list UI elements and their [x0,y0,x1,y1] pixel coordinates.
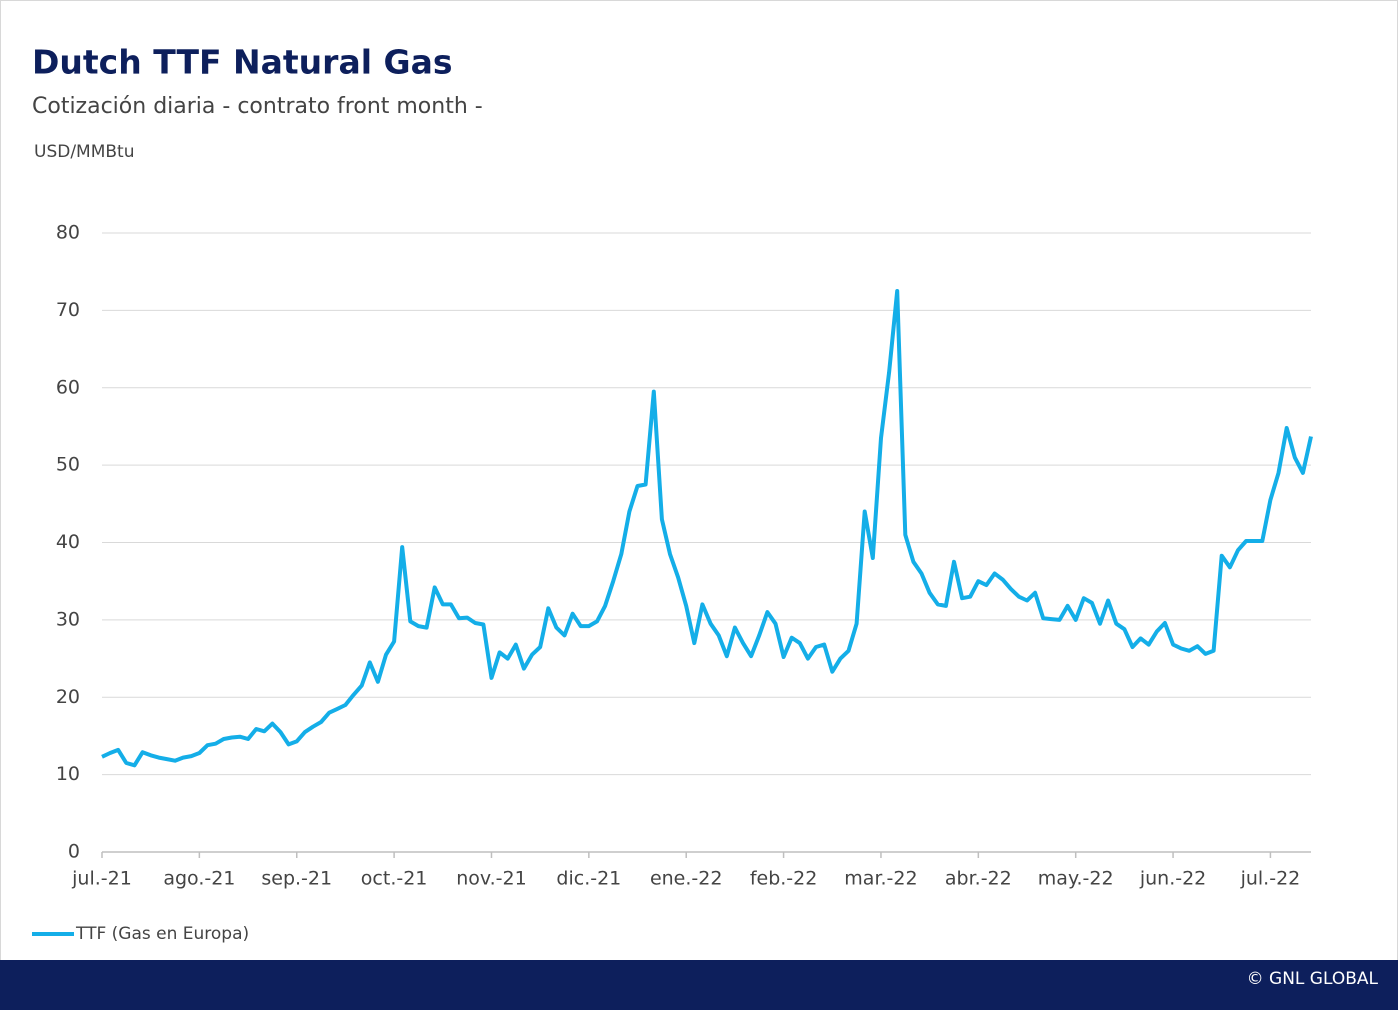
x-tick-label: dic.-21 [556,868,621,890]
x-tick-label: jun.-22 [1139,868,1206,890]
x-tick-label: oct.-21 [361,868,428,890]
x-tick-label: may.-22 [1038,868,1114,890]
y-tick-label: 80 [56,222,80,244]
y-tick-label: 40 [56,531,80,553]
footer-text: © GNL GLOBAL [1247,969,1379,989]
y-tick-label: 70 [56,299,80,321]
x-tick-label: abr.-22 [945,868,1012,890]
x-tick-label: jul.-21 [71,868,132,890]
x-tick-label: mar.-22 [844,868,917,890]
y-tick-label: 10 [56,763,80,785]
footer-bar [0,960,1398,1010]
x-tick-label: feb.-22 [750,868,818,890]
y-tick-label: 20 [56,686,80,708]
y-tick-label: 50 [56,454,80,476]
x-tick-label: nov.-21 [456,868,527,890]
y-tick-label: 0 [68,841,80,863]
data-line [101,289,1313,768]
x-tick-label: ene.-22 [650,868,723,890]
y-axis-label: USD/MMBtu [34,142,135,162]
x-tick-label: jul.-22 [1240,868,1301,890]
chart-title: Dutch TTF Natural Gas [32,43,453,82]
y-tick-label: 60 [56,376,80,398]
chart-subtitle: Cotización diaria - contrato front month… [32,94,483,119]
y-tick-label: 30 [56,608,80,630]
x-tick-label: sep.-21 [261,868,332,890]
legend-label: TTF (Gas en Europa) [75,924,249,944]
x-tick-label: ago.-21 [163,868,235,890]
